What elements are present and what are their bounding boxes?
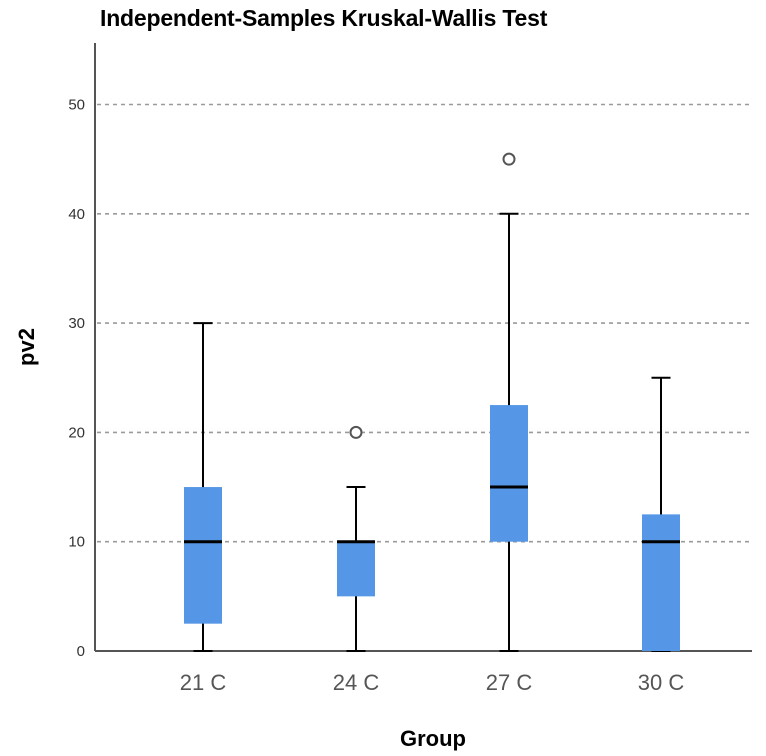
box-series <box>184 152 680 652</box>
iqr-box <box>490 405 528 542</box>
outlier-point <box>349 425 363 439</box>
iqr-box <box>642 514 680 651</box>
box-group-30-c <box>642 376 680 652</box>
y-tick-label: 0 <box>77 643 85 660</box>
y-tick-label: 40 <box>68 206 85 223</box>
box-group-21-c <box>184 322 222 652</box>
outlier-point <box>502 152 516 166</box>
x-tick-label: 30 C <box>638 670 685 695</box>
x-tick-label: 27 C <box>486 670 533 695</box>
y-axis-label: pv2 <box>14 328 39 366</box>
y-tick-label: 20 <box>68 424 85 441</box>
chart-title: Independent-Samples Kruskal-Wallis Test <box>100 5 548 31</box>
iqr-box <box>184 487 222 624</box>
y-tick-label: 10 <box>68 534 85 551</box>
x-tick-labels: 21 C 24 C 27 C 30 C <box>180 670 685 695</box>
box-group-27-c <box>490 152 528 652</box>
y-tick-label: 30 <box>68 315 85 332</box>
box-group-24-c <box>337 425 375 652</box>
y-tick-labels: 0 10 20 30 40 50 <box>68 97 85 661</box>
y-tick-label: 50 <box>68 97 85 114</box>
x-tick-label: 24 C <box>333 670 380 695</box>
x-axis-label: Group <box>400 726 466 751</box>
x-tick-label: 21 C <box>180 670 227 695</box>
iqr-box <box>337 541 375 597</box>
